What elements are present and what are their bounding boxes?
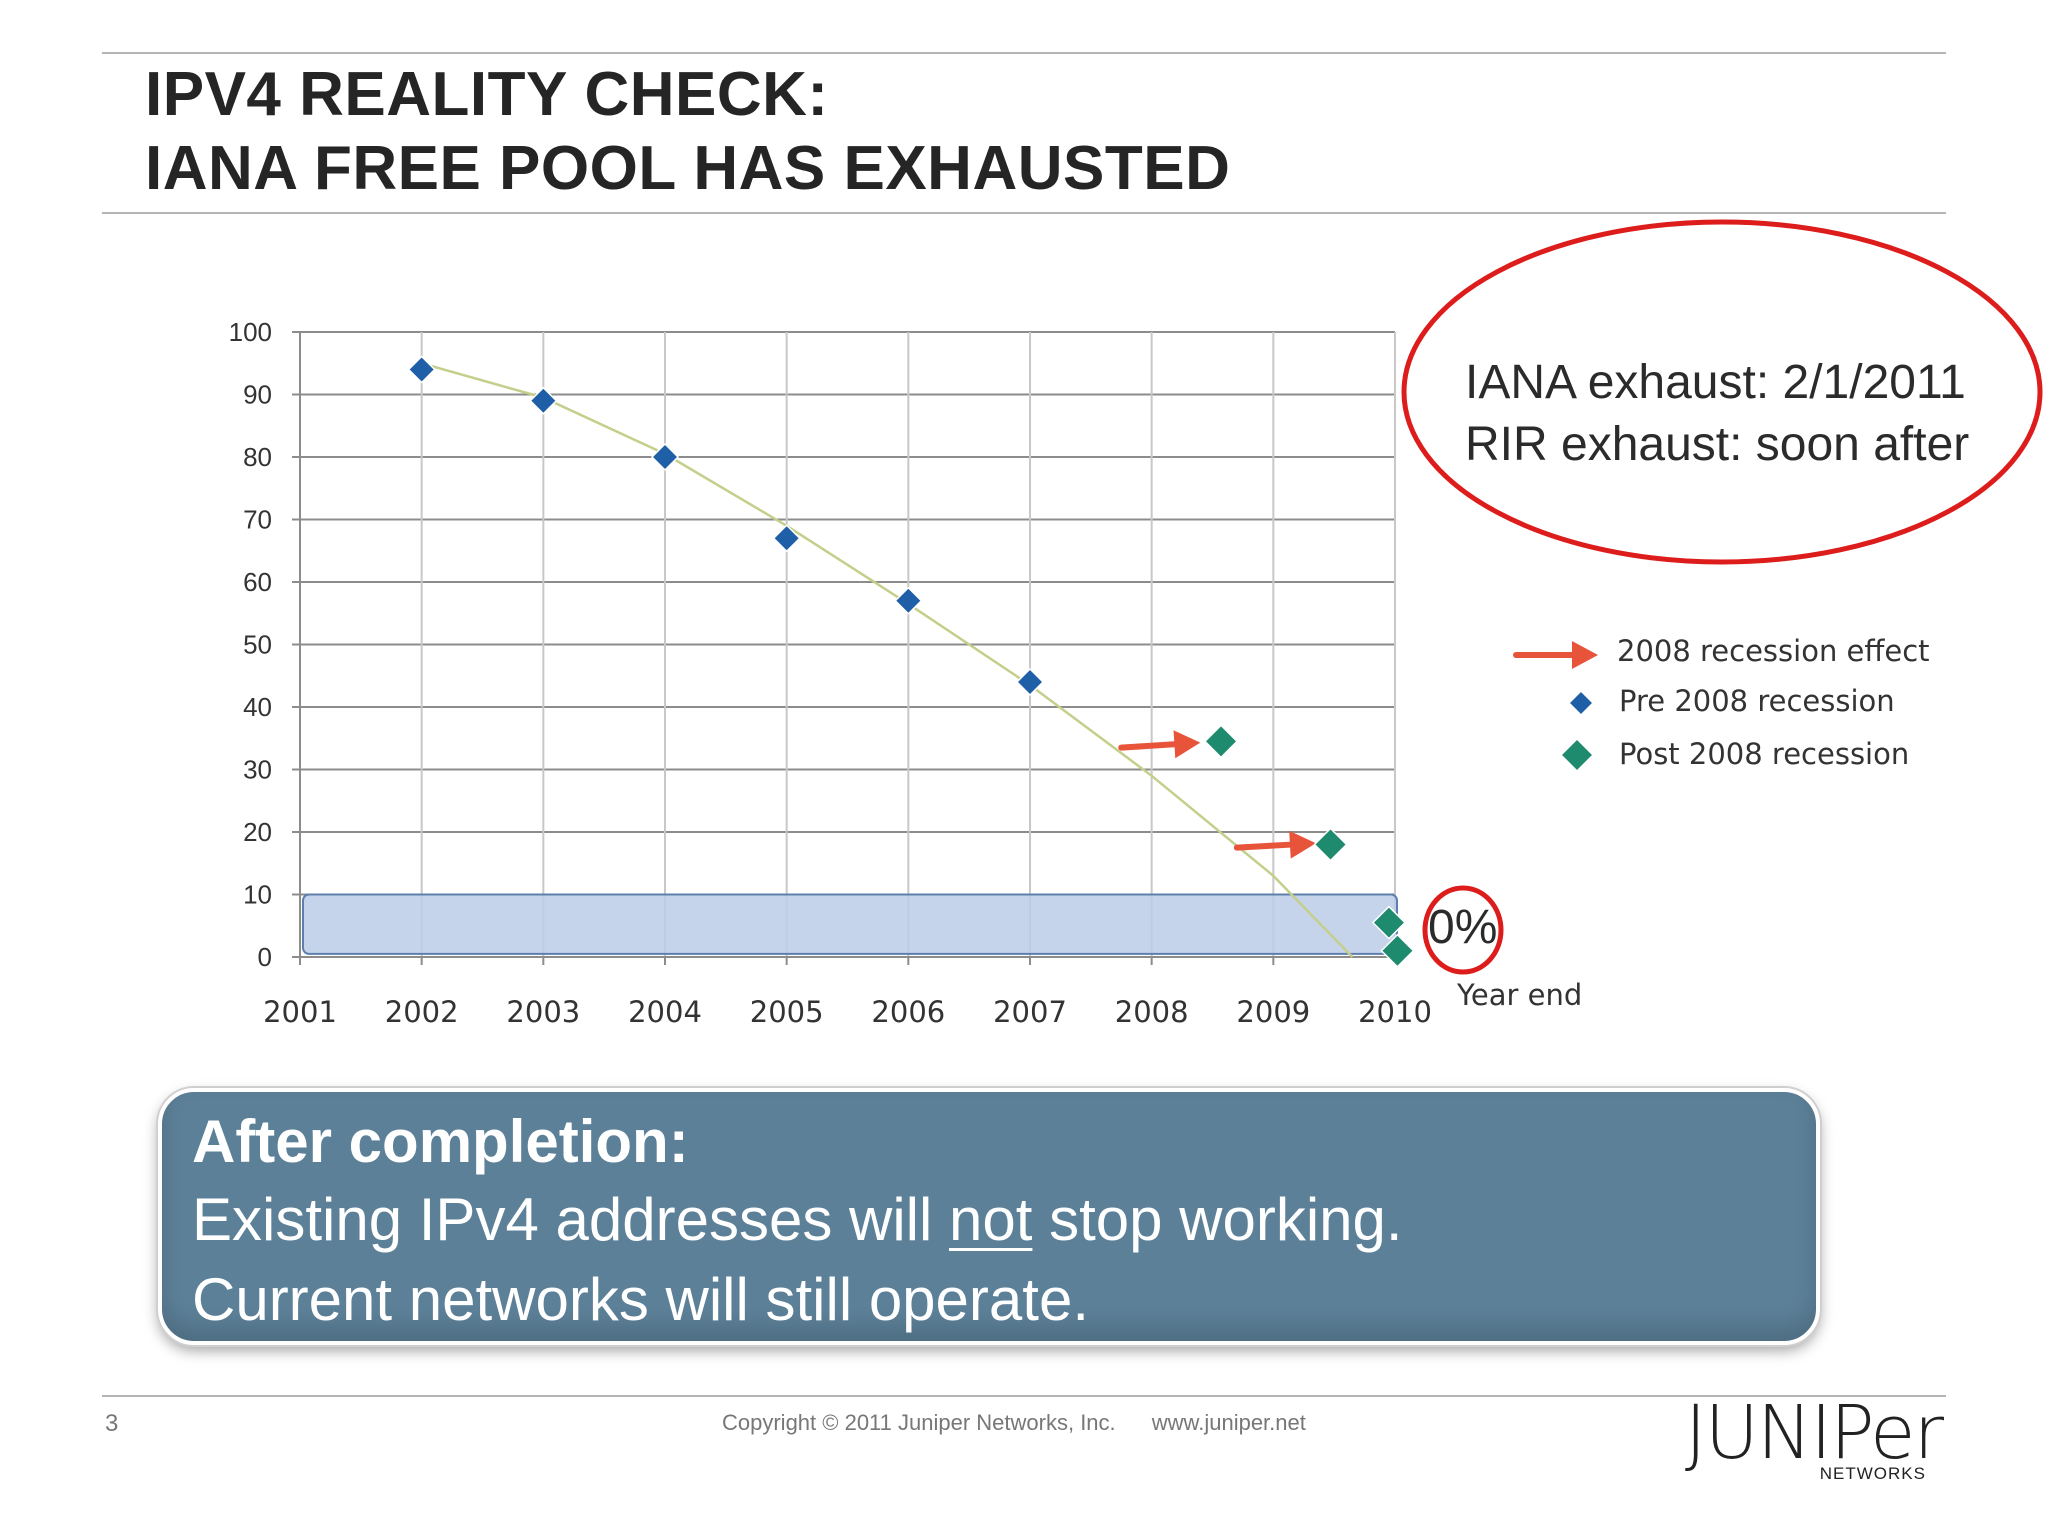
x-tick-label: 2009	[1236, 995, 1310, 1029]
recession-arrow-2	[1233, 830, 1316, 859]
chart-arrow-layer	[1118, 730, 1316, 859]
pre-recession-point	[894, 586, 923, 615]
exhaust-callout: IANA exhaust: 2/1/2011 RIR exhaust: soon…	[1465, 352, 1969, 476]
recession-arrow-1	[1118, 730, 1201, 759]
info-line-2: Current networks will still operate.	[192, 1266, 1089, 1333]
chart-band-layer	[302, 893, 1398, 955]
post-recession-point	[1380, 933, 1415, 968]
pre-recession-point	[772, 524, 801, 553]
legend-label-post-recession: Post 2008 recession	[1619, 737, 1910, 771]
legend-arrow-mark-head	[1572, 641, 1598, 669]
x-tick-label: 2008	[1115, 995, 1189, 1029]
post-recession-point	[1203, 724, 1239, 759]
logo-wordmark: JUNIPer	[1684, 1390, 1944, 1476]
recession-arrow-2-head	[1289, 830, 1316, 859]
low-pool-band	[302, 893, 1398, 955]
callout-line-rir: RIR exhaust: soon after	[1465, 418, 1970, 471]
info-heading: After completion:	[192, 1108, 689, 1175]
chart: 0 10 20 30 40 50 60 70 80 90 100 2001 2002 2003 2004 20…	[229, 219, 2043, 1029]
info-line-1-after: stop working.	[1032, 1186, 1403, 1253]
y-tick-label: 90	[243, 380, 272, 410]
y-tick-label: 50	[243, 630, 272, 660]
copyright-text: Copyright © 2011 Juniper Networks, Inc.	[722, 1410, 1116, 1435]
legend-label-recession-effect: 2008 recession effect	[1617, 634, 1930, 668]
logo-subtitle: NETWORKS	[1819, 1464, 1926, 1483]
chart-trend-layer	[421, 362, 1354, 958]
website-link[interactable]: www.juniper.net	[1151, 1410, 1306, 1435]
title-underline-rule	[102, 212, 1946, 214]
pre-recession-point	[407, 355, 436, 384]
trendline	[421, 362, 1354, 958]
juniper-logo: JUNIPer NETWORKS	[1685, 1390, 1950, 1484]
y-tick-label: 70	[243, 505, 272, 535]
zero-ring	[1422, 885, 1504, 975]
chart-point-layer	[407, 355, 1415, 968]
title-line-2: IANA FREE POOL HAS EXHAUSTED	[145, 134, 1231, 203]
y-tick-label: 20	[243, 817, 272, 847]
info-line-1-underlined: not	[948, 1186, 1033, 1253]
x-tick-label: 2005	[750, 995, 824, 1029]
chart-grid	[292, 331, 1396, 965]
info-line-1-before: Existing IPv4 addresses will	[192, 1186, 949, 1253]
y-tick-label: 0	[258, 942, 272, 972]
y-tick-label: 40	[243, 692, 272, 722]
legend-arrow-mark	[1513, 641, 1598, 669]
top-rule	[102, 52, 1946, 54]
y-tick-label: 60	[243, 567, 272, 597]
x-tick-label: 2010	[1358, 995, 1432, 1029]
zero-percent-label: 0%	[1428, 901, 1498, 954]
info-box: After completion: Existing IPv4 addresse…	[158, 1088, 1820, 1345]
recession-arrow-2-shaft	[1233, 841, 1293, 851]
legend-pre-mark	[1567, 689, 1595, 717]
chart-ring-layer	[1401, 219, 2043, 975]
x-tick-label: 2001	[263, 995, 337, 1029]
legend-post-mark	[1559, 737, 1595, 773]
slide-title: IPV4 REALITY CHECK: IANA FREE POOL HAS E…	[145, 58, 1230, 206]
recession-arrow-1-head	[1173, 730, 1201, 759]
footer-rule	[102, 1395, 1946, 1397]
pre-recession-point	[1015, 667, 1045, 697]
pre-recession-point	[529, 386, 558, 415]
x-tick-label: 2004	[628, 995, 702, 1029]
callout-line-iana: IANA exhaust: 2/1/2011	[1465, 356, 1966, 409]
y-tick-label: 100	[229, 317, 272, 347]
pre-recession-point	[650, 442, 680, 472]
info-line-1: Existing IPv4 addresses will not stop wo…	[192, 1180, 1786, 1260]
recession-arrow-1-shaft	[1118, 741, 1178, 751]
callout-ellipse	[1401, 219, 2043, 565]
x-tick-label: 2007	[993, 995, 1067, 1029]
title-line-1: IPV4 REALITY CHECK:	[145, 60, 829, 129]
page-number: 3	[105, 1410, 119, 1437]
y-tick-label: 80	[243, 442, 272, 472]
x-tick-label: 2003	[506, 995, 580, 1029]
x-axis-label: Year end	[1457, 978, 1583, 1012]
chart-tick-layer: 0 10 20 30 40 50 60 70 80 90 100 2001 2002 2003 2004 20…	[229, 317, 1432, 1029]
legend-label-pre-recession: Pre 2008 recession	[1619, 684, 1895, 718]
post-recession-point	[1313, 827, 1348, 862]
y-tick-label: 10	[243, 880, 272, 910]
footer-copyright: Copyright © 2011 Juniper Networks, Inc. …	[722, 1410, 1306, 1436]
x-tick-label: 2006	[871, 995, 945, 1029]
y-tick-label: 30	[243, 755, 272, 785]
x-tick-label: 2002	[385, 995, 459, 1029]
legend-marks	[1513, 641, 1598, 773]
post-recession-point	[1371, 905, 1406, 940]
